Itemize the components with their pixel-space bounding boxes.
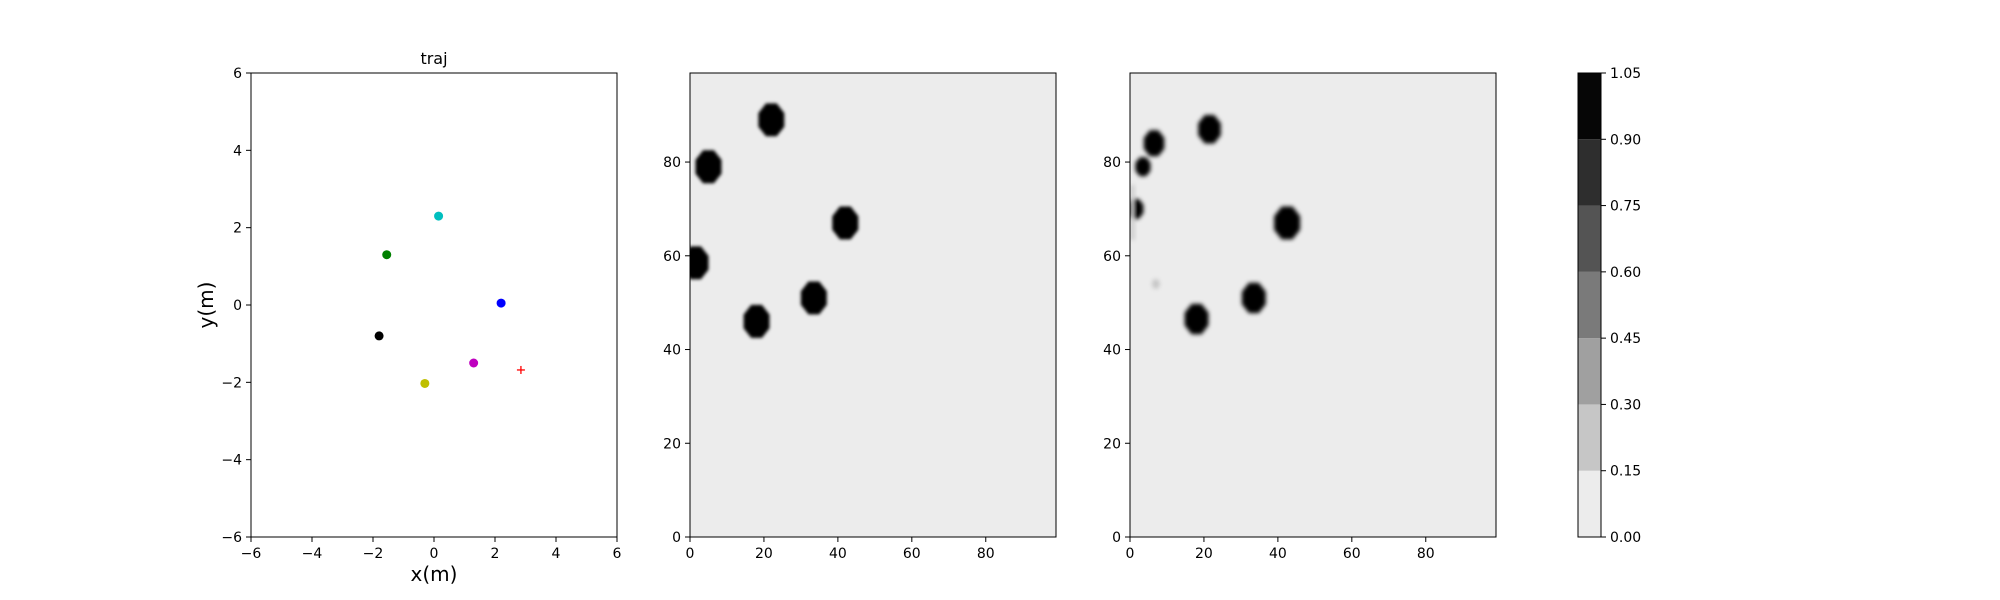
map-2-background bbox=[1130, 73, 1496, 537]
traj-ylabel: y(m) bbox=[194, 282, 218, 329]
map-2-obstacle bbox=[1274, 206, 1301, 240]
map-2-obstacles bbox=[1130, 115, 1301, 335]
map-1-obstacle bbox=[690, 246, 709, 280]
agent-point bbox=[374, 331, 384, 341]
traj-ytick-label: −4 bbox=[221, 453, 242, 469]
map-1-x-ticks: 0 20 40 60 80 bbox=[686, 537, 995, 562]
traj-ytick-label: 6 bbox=[233, 66, 242, 82]
map-1-obstacles bbox=[690, 103, 859, 338]
goal-marker bbox=[516, 365, 525, 374]
map-1-obstacle bbox=[832, 206, 859, 240]
map-1-axes-frame bbox=[689, 72, 1057, 538]
map-2-xtick-label: 0 bbox=[1126, 546, 1135, 562]
map-1-ytick-label: 80 bbox=[663, 155, 681, 171]
map-panel-2: 0 20 40 60 80 0 20 40 60 80 bbox=[1103, 72, 1497, 562]
colorbar-band bbox=[1578, 271, 1601, 339]
map-2-ytick-label: 40 bbox=[1103, 343, 1121, 359]
colorbar-tick-label: 0.15 bbox=[1610, 464, 1641, 480]
map-2-obstacle bbox=[1184, 303, 1209, 335]
map-2-obstacle bbox=[1143, 130, 1165, 157]
map-2-ytick-label: 80 bbox=[1103, 155, 1121, 171]
colorbar: 0.00 0.15 0.30 0.45 0.60 0.75 0.90 1.05 bbox=[1577, 66, 1641, 546]
traj-title: traj bbox=[420, 49, 447, 68]
map-2-y-ticks: 0 20 40 60 80 bbox=[1103, 155, 1130, 546]
map-2-xtick-label: 80 bbox=[1417, 546, 1435, 562]
colorbar-band bbox=[1578, 338, 1601, 405]
traj-ytick-label: 4 bbox=[233, 143, 242, 159]
colorbar-tick-label: 0.60 bbox=[1610, 265, 1641, 281]
agent-point bbox=[469, 358, 479, 368]
map-1-ytick-label: 60 bbox=[663, 249, 681, 265]
map-1-ytick-label: 0 bbox=[672, 530, 681, 546]
colorbar-band bbox=[1578, 139, 1601, 206]
colorbar-tick-label: 0.45 bbox=[1610, 331, 1641, 347]
traj-y-ticks: −6 −4 −2 0 2 4 6 bbox=[221, 66, 251, 546]
traj-ytick-label: 2 bbox=[233, 221, 242, 237]
colorbar-band bbox=[1578, 73, 1601, 140]
agent-point bbox=[420, 378, 430, 388]
map-2-edge-streak bbox=[1130, 185, 1135, 240]
traj-xtick-label: −6 bbox=[241, 546, 262, 562]
traj-ytick-label: 0 bbox=[233, 298, 242, 314]
map-1-xtick-label: 0 bbox=[686, 546, 695, 562]
traj-points bbox=[374, 211, 525, 388]
map-2-x-ticks: 0 20 40 60 80 bbox=[1126, 537, 1435, 562]
colorbar-tick-label: 0.75 bbox=[1610, 199, 1641, 215]
agent-point bbox=[496, 298, 506, 308]
agent-point bbox=[434, 211, 444, 221]
map-2-xtick-label: 40 bbox=[1269, 546, 1287, 562]
colorbar-tick-label: 0.00 bbox=[1610, 530, 1641, 546]
colorbar-tick-label: 1.05 bbox=[1610, 66, 1641, 82]
map-1-ytick-label: 40 bbox=[663, 343, 681, 359]
colorbar-band bbox=[1578, 470, 1601, 537]
colorbar-tick-label: 0.30 bbox=[1610, 397, 1641, 413]
map-1-obstacle bbox=[758, 103, 785, 137]
map-1-background bbox=[690, 73, 1056, 537]
colorbar-tick-label: 0.90 bbox=[1610, 132, 1641, 148]
map-2-obstacle bbox=[1241, 282, 1266, 314]
colorbar-ticks: 0.00 0.15 0.30 0.45 0.60 0.75 0.90 1.05 bbox=[1601, 66, 1641, 546]
map-2-axes-frame bbox=[1129, 72, 1497, 538]
traj-xtick-label: 4 bbox=[552, 546, 561, 562]
traj-xtick-label: 0 bbox=[430, 546, 439, 562]
map-1-y-ticks: 0 20 40 60 80 bbox=[663, 155, 690, 546]
map-1-xtick-label: 60 bbox=[903, 546, 921, 562]
colorbar-band bbox=[1578, 205, 1601, 272]
colorbar-frame bbox=[1577, 72, 1602, 538]
traj-xtick-label: −2 bbox=[363, 546, 384, 562]
traj-xtick-label: 6 bbox=[613, 546, 622, 562]
traj-xlabel: x(m) bbox=[411, 562, 458, 586]
colorbar-bands bbox=[1578, 73, 1601, 537]
map-2-ytick-label: 60 bbox=[1103, 249, 1121, 265]
agent-point bbox=[382, 250, 392, 260]
map-2-obstacle bbox=[1198, 115, 1221, 144]
map-2-obstacle bbox=[1135, 157, 1151, 177]
map-2-ytick-label: 0 bbox=[1112, 530, 1121, 546]
map-2-obstacle bbox=[1152, 279, 1160, 289]
map-1-ytick-label: 20 bbox=[663, 436, 681, 452]
traj-xtick-label: 2 bbox=[491, 546, 500, 562]
map-2-xtick-label: 60 bbox=[1343, 546, 1361, 562]
map-1-xtick-label: 40 bbox=[829, 546, 847, 562]
map-1-obstacle bbox=[695, 150, 722, 184]
map-1-obstacle bbox=[800, 281, 827, 315]
map-1-xtick-label: 80 bbox=[977, 546, 995, 562]
traj-xtick-label: −4 bbox=[302, 546, 323, 562]
map-1-obstacle bbox=[743, 304, 770, 338]
colorbar-band bbox=[1578, 404, 1601, 471]
traj-x-ticks: −6 −4 −2 0 2 4 6 bbox=[241, 537, 622, 562]
map-1-xtick-label: 20 bbox=[755, 546, 773, 562]
map-2-xtick-label: 20 bbox=[1195, 546, 1213, 562]
map-2-ytick-label: 20 bbox=[1103, 436, 1121, 452]
traj-axes-frame bbox=[250, 72, 618, 538]
traj-ytick-label: −6 bbox=[221, 530, 242, 546]
traj-ytick-label: −2 bbox=[221, 375, 242, 391]
map-panel-1: 0 20 40 60 80 0 20 40 60 80 bbox=[663, 72, 1057, 562]
traj-panel: traj −6 −4 −2 0 2 4 6 −6 −4 −2 0 2 4 6 x(m) y(m) bbox=[194, 49, 622, 586]
